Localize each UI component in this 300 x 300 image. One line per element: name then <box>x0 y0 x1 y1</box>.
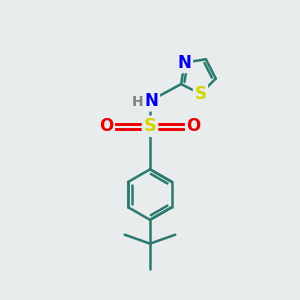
Text: H: H <box>132 95 143 110</box>
Text: N: N <box>178 54 191 72</box>
Text: S: S <box>143 117 157 135</box>
Text: S: S <box>194 85 206 103</box>
Text: O: O <box>99 117 113 135</box>
Text: O: O <box>187 117 201 135</box>
Text: N: N <box>145 92 158 110</box>
